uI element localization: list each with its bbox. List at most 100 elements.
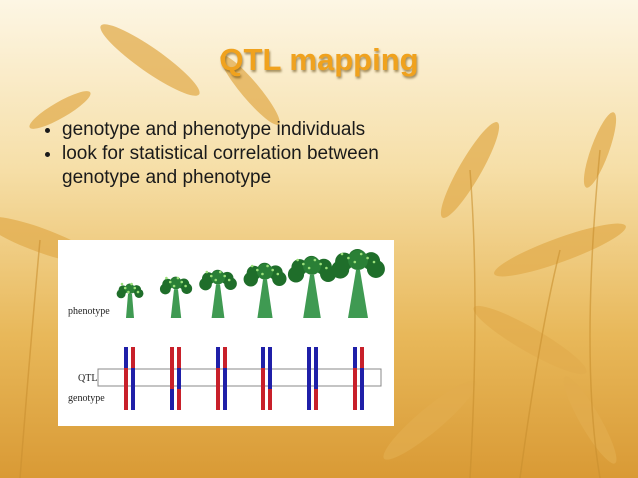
- leaf-cluster: [134, 288, 144, 298]
- chromosome-segment: [124, 389, 128, 410]
- leaf-cluster: [366, 259, 385, 278]
- chromosome-segment: [216, 368, 220, 389]
- leaf-dot: [136, 290, 140, 294]
- leaf-dot: [127, 290, 130, 294]
- leaf-dot: [120, 282, 124, 286]
- chromosome-segment: [216, 389, 220, 410]
- leaf-cluster: [257, 263, 273, 280]
- chromosome-segment: [216, 347, 220, 368]
- leaf-dot: [172, 284, 176, 288]
- chromosome-segment: [353, 368, 357, 389]
- chromosome-segment: [131, 368, 135, 389]
- chromosome-segment: [124, 347, 128, 368]
- chromosome-segment: [360, 347, 364, 368]
- leaf-dot: [168, 280, 172, 284]
- leaf-dot: [271, 268, 274, 272]
- chromosomes: [97, 347, 382, 410]
- bullet-list: genotype and phenotype individuals look …: [30, 118, 482, 190]
- leaf-cluster: [224, 277, 237, 290]
- chromosome-segment: [268, 368, 272, 389]
- leaf-cluster: [125, 284, 135, 294]
- chromosome-segment: [223, 368, 227, 389]
- leaf-dot: [340, 252, 344, 256]
- leaf-dot: [214, 278, 218, 282]
- leaf-dot: [366, 256, 369, 260]
- trunk: [170, 289, 182, 318]
- chromosome-segment: [314, 347, 318, 368]
- chromosome-segment: [170, 389, 174, 410]
- bullet: look for statistical correlation between…: [62, 142, 432, 190]
- chromosome-segment: [268, 347, 272, 368]
- leaf-cluster: [211, 270, 225, 285]
- leaf-dot: [223, 274, 227, 278]
- trunk: [257, 279, 273, 318]
- leaf-dot: [353, 260, 357, 264]
- chromosome-segment: [177, 389, 181, 410]
- phenotype-label: phenotype: [68, 306, 110, 317]
- chromosome-segment: [223, 389, 227, 410]
- chromosome-segment: [268, 389, 272, 410]
- trunk: [348, 270, 368, 318]
- trunk: [211, 284, 225, 318]
- leaf-dot: [313, 258, 317, 262]
- leaf-dot: [227, 278, 231, 282]
- chromosome-segment: [170, 347, 174, 368]
- leaf-dot: [372, 260, 376, 264]
- qtl-box: [97, 368, 382, 387]
- leaf-cluster: [303, 256, 321, 275]
- chromosome-segment: [307, 347, 311, 368]
- chromosome-segment: [314, 389, 318, 410]
- leaf-dot: [165, 276, 168, 280]
- chromosome-segment: [261, 389, 265, 410]
- chromosome-segment: [353, 389, 357, 410]
- leaf-dot: [205, 270, 209, 274]
- chromosome-segment: [223, 347, 227, 368]
- qtl-figure: phenotype QTL genotype: [58, 240, 394, 426]
- leaf-dot: [180, 280, 184, 284]
- chromosome-segment: [360, 368, 364, 389]
- leaf-dot: [302, 262, 305, 266]
- leaf-dot: [347, 256, 350, 260]
- chromosome-segment: [131, 347, 135, 368]
- chromosome-segment: [261, 368, 265, 389]
- leaf-dot: [296, 258, 299, 262]
- leaf-dot: [325, 266, 328, 270]
- leaf-dot: [250, 264, 254, 268]
- trunk: [126, 294, 134, 318]
- leaf-dot: [266, 264, 269, 268]
- chromosome-segment: [261, 347, 265, 368]
- chromosome-segment: [353, 347, 357, 368]
- leaf-dot: [307, 266, 311, 270]
- leaf-cluster: [272, 271, 287, 286]
- chromosome-segment: [307, 368, 311, 389]
- leaf-dot: [276, 272, 280, 276]
- leaf-dot: [256, 268, 259, 272]
- leaf-dot: [319, 262, 322, 266]
- chromosome-segment: [131, 389, 135, 410]
- bullet: genotype and phenotype individuals: [62, 118, 482, 142]
- trees: [116, 249, 385, 318]
- chromosome-segment: [170, 368, 174, 389]
- chromosome-segment: [307, 389, 311, 410]
- leaf-dot: [133, 286, 137, 290]
- leaf-dot: [130, 282, 133, 286]
- leaf-dot: [209, 274, 213, 278]
- leaf-dot: [123, 286, 127, 290]
- leaf-dot: [184, 284, 187, 288]
- leaf-cluster: [170, 277, 182, 290]
- chromosome-segment: [177, 347, 181, 368]
- leaf-dot: [218, 270, 222, 274]
- qtl-label: QTL: [78, 373, 97, 384]
- leaf-dot: [176, 276, 180, 280]
- leaf-dot: [261, 272, 264, 276]
- chromosome-segment: [177, 368, 181, 389]
- leaf-dot: [359, 252, 363, 256]
- slide-title: QTL mapping: [219, 42, 419, 77]
- leaf-cluster: [181, 283, 193, 294]
- genotype-label: genotype: [68, 393, 105, 404]
- chromosome-segment: [124, 368, 128, 389]
- chromosome-segment: [314, 368, 318, 389]
- leaf-cluster: [348, 250, 368, 270]
- trunk: [303, 274, 321, 318]
